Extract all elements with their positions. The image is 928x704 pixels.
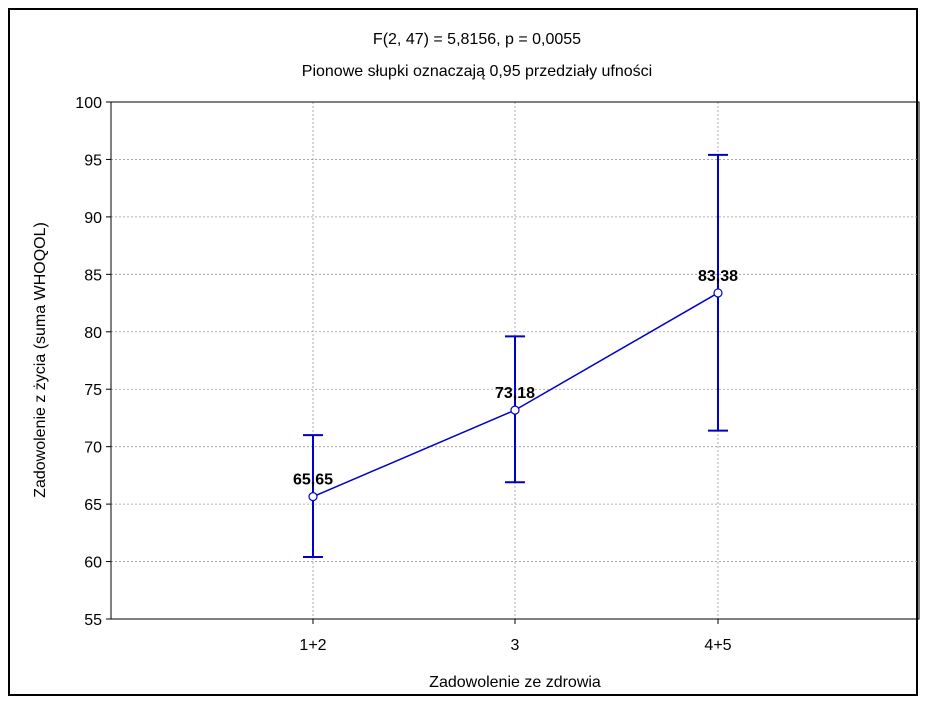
y-tick-label: 60 <box>84 555 102 572</box>
x-tick-label: 3 <box>511 637 520 654</box>
x-tick-label: 4+5 <box>704 637 731 654</box>
data-point <box>510 405 520 415</box>
y-tick-label: 90 <box>84 210 102 227</box>
y-tick-label: 85 <box>84 267 102 284</box>
y-tick-label: 95 <box>84 152 102 169</box>
chart-frame <box>8 8 918 696</box>
data-point <box>713 288 723 298</box>
y-tick-label: 80 <box>84 325 102 342</box>
y-tick-label: 65 <box>84 497 102 514</box>
x-axis: 1+2 3 4+5 <box>299 619 732 654</box>
x-axis-label: Zadowolenie ze zdrowia <box>429 674 601 691</box>
y-tick-label: 75 <box>84 382 102 399</box>
y-axis-label: Zadowolenie z życia (suma WHOQOL) <box>32 222 49 498</box>
data-label: 65,65 <box>293 472 333 489</box>
data-series: 65,65 73,18 83,38 <box>293 153 738 558</box>
data-point <box>308 492 318 502</box>
chart-title: F(2, 47) = 5,8156, p = 0,0055 <box>373 31 581 48</box>
data-label: 73,18 <box>495 385 535 402</box>
chart-subtitle: Pionowe słupki oznaczają 0,95 przedziały… <box>302 63 652 80</box>
y-tick-label: 100 <box>75 95 102 112</box>
x-tick-label: 1+2 <box>299 637 326 654</box>
data-label: 83,38 <box>698 268 738 285</box>
y-tick-label: 70 <box>84 440 102 457</box>
y-axis: 55 60 65 70 75 80 85 90 95 100 <box>75 95 111 629</box>
y-tick-label: 55 <box>84 612 102 629</box>
